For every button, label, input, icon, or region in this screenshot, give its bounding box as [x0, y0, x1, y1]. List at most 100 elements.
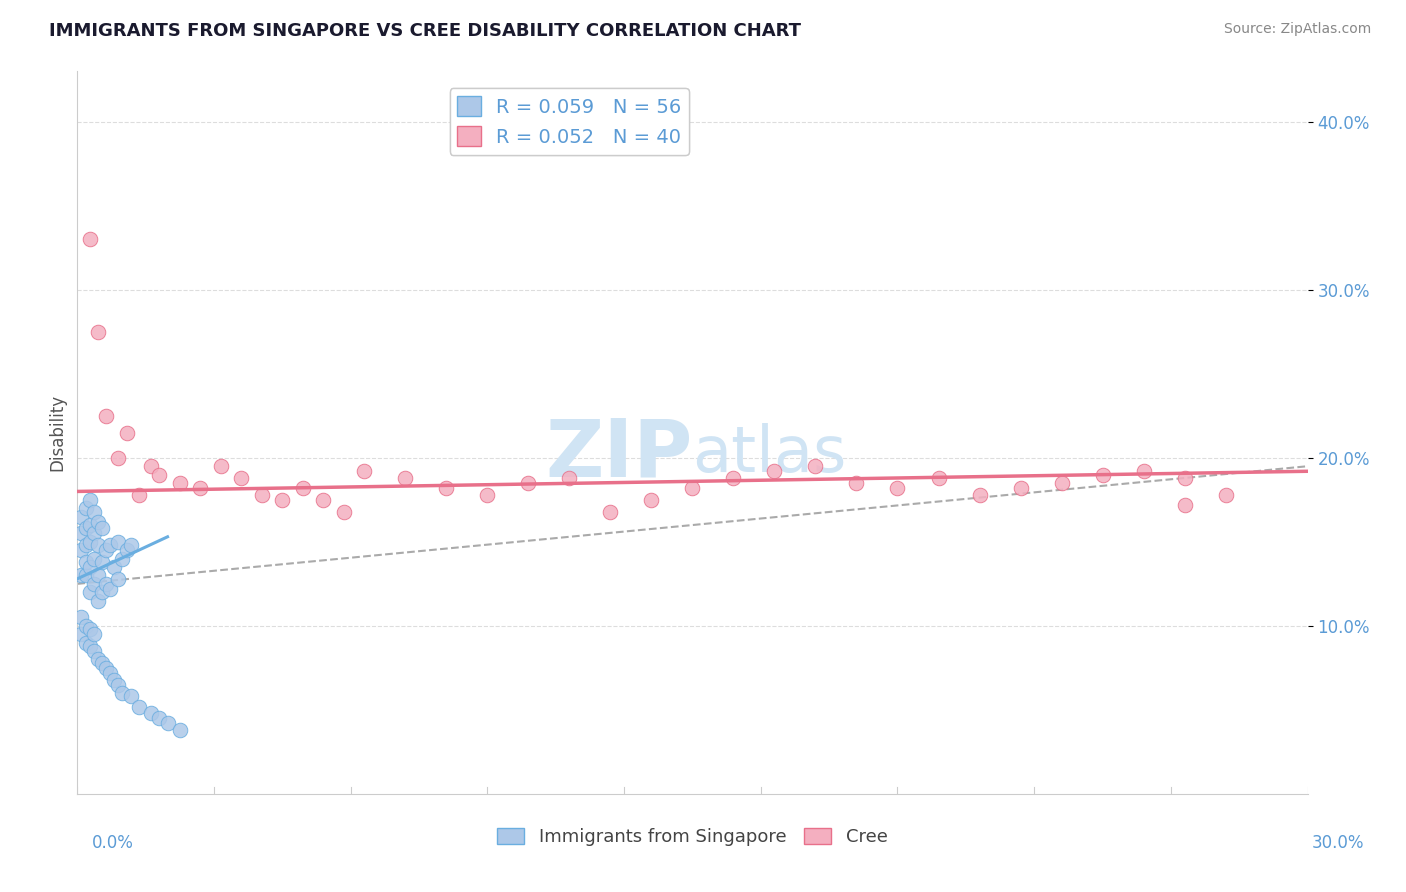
Point	[107, 572, 129, 586]
Point	[169, 476, 191, 491]
Legend: R = 0.059   N = 56, R = 0.052   N = 40: R = 0.059 N = 56, R = 0.052 N = 40	[450, 88, 689, 154]
Point	[87, 593, 110, 607]
Text: IMMIGRANTS FROM SINGAPORE VS CREE DISABILITY CORRELATION CHART: IMMIGRANTS FROM SINGAPORE VS CREE DISABI…	[49, 22, 801, 40]
Point	[87, 568, 110, 582]
Point	[231, 471, 253, 485]
Point	[141, 706, 163, 721]
Point	[103, 673, 125, 687]
Point	[87, 515, 110, 529]
Point	[107, 534, 129, 549]
Point	[75, 619, 97, 633]
Point	[94, 543, 117, 558]
Point	[148, 711, 170, 725]
Point	[94, 409, 117, 423]
Point	[928, 471, 950, 485]
Text: atlas: atlas	[693, 424, 846, 485]
Text: Source: ZipAtlas.com: Source: ZipAtlas.com	[1223, 22, 1371, 37]
Point	[87, 325, 110, 339]
Point	[90, 585, 114, 599]
Point	[969, 488, 991, 502]
Y-axis label: Disability: Disability	[48, 394, 66, 471]
Point	[169, 723, 191, 737]
Point	[111, 686, 134, 700]
Point	[804, 459, 827, 474]
Point	[70, 526, 93, 541]
Point	[90, 656, 114, 670]
Point	[83, 551, 105, 566]
Point	[87, 538, 110, 552]
Point	[599, 505, 621, 519]
Point	[141, 459, 163, 474]
Point	[79, 622, 101, 636]
Point	[83, 644, 105, 658]
Point	[75, 501, 97, 516]
Point	[98, 665, 121, 680]
Point	[128, 699, 150, 714]
Point	[436, 481, 458, 495]
Point	[115, 543, 138, 558]
Point	[79, 534, 101, 549]
Text: 0.0%: 0.0%	[91, 834, 134, 852]
Point	[94, 661, 117, 675]
Point	[75, 521, 97, 535]
Point	[107, 450, 129, 465]
Point	[90, 555, 114, 569]
Point	[79, 518, 101, 533]
Point	[723, 471, 745, 485]
Point	[75, 555, 97, 569]
Point	[148, 467, 170, 482]
Point	[1132, 464, 1154, 478]
Point	[115, 425, 138, 440]
Point	[1174, 471, 1197, 485]
Point	[107, 678, 129, 692]
Point	[640, 492, 662, 507]
Point	[1215, 488, 1237, 502]
Point	[103, 560, 125, 574]
Point	[98, 582, 121, 596]
Point	[79, 232, 101, 246]
Point	[156, 716, 179, 731]
Point	[94, 577, 117, 591]
Text: ZIP: ZIP	[546, 416, 693, 493]
Point	[87, 652, 110, 666]
Point	[394, 471, 416, 485]
Point	[128, 488, 150, 502]
Point	[517, 476, 540, 491]
Point	[70, 568, 93, 582]
Point	[250, 488, 273, 502]
Point	[79, 639, 101, 653]
Point	[477, 488, 499, 502]
Point	[75, 635, 97, 649]
Point	[83, 577, 105, 591]
Point	[845, 476, 868, 491]
Point	[120, 690, 142, 704]
Point	[70, 543, 93, 558]
Point	[75, 538, 97, 552]
Point	[353, 464, 375, 478]
Point	[83, 627, 105, 641]
Point	[188, 481, 212, 495]
Point	[763, 464, 786, 478]
Point	[70, 509, 93, 524]
Point	[75, 568, 97, 582]
Point	[79, 492, 101, 507]
Point	[558, 471, 581, 485]
Text: 30.0%: 30.0%	[1312, 834, 1364, 852]
Point	[70, 610, 93, 624]
Point	[333, 505, 356, 519]
Point	[83, 505, 105, 519]
Point	[291, 481, 314, 495]
Point	[1091, 467, 1114, 482]
Point	[209, 459, 232, 474]
Point	[271, 492, 294, 507]
Point	[682, 481, 704, 495]
Point	[79, 560, 101, 574]
Point	[70, 627, 93, 641]
Point	[79, 585, 101, 599]
Point	[1174, 498, 1197, 512]
Point	[120, 538, 142, 552]
Point	[83, 526, 105, 541]
Point	[90, 521, 114, 535]
Point	[1050, 476, 1073, 491]
Point	[111, 551, 134, 566]
